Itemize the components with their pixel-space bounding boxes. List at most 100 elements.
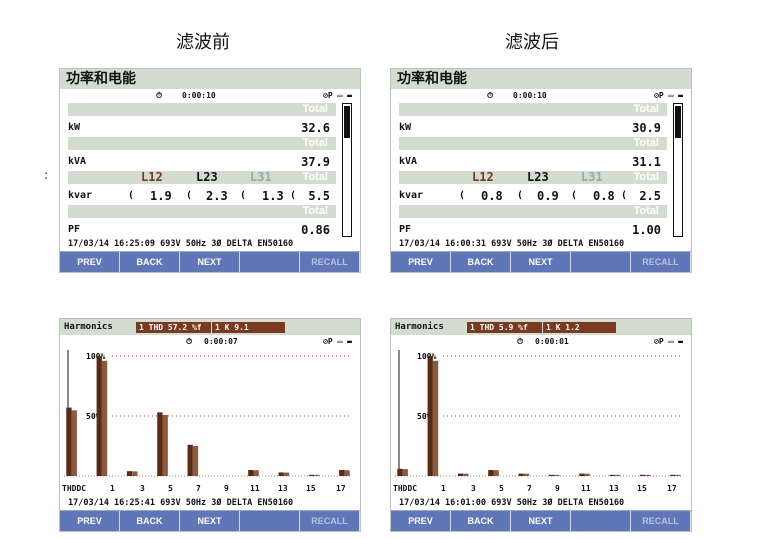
blank-softkey[interactable] (240, 252, 300, 272)
harmonic-bar (248, 470, 254, 476)
stopwatch-icon: ⏱ (186, 337, 193, 346)
stopwatch-icon: ⏱ (156, 91, 163, 100)
elapsed-time: 0:00:07 (204, 337, 238, 346)
next-button[interactable]: NEXT (511, 511, 571, 531)
footer-status: 17/03/14 16:00:31 693V 50Hz 3Ø DELTA EN5… (399, 239, 625, 249)
harmonics-chart: 100% 50% (391, 348, 691, 484)
power-grid: Total kW 32.6 Total kVA 37.9 L12 L23 L31… (68, 103, 336, 237)
harmonics-x-axis: THDDC 1 3 5 7 9 11 13 15 17 (391, 484, 691, 496)
kvar-l12: 1.9 (150, 189, 172, 203)
harmonic-bar-shadow (584, 473, 590, 476)
row-value: 37.9 (301, 155, 330, 169)
x-tick-label: 9 (555, 484, 560, 493)
harmonics-panel-before: Harmonics 1 THD 57.2 %f 1 K 9.1 ⏱ 0:00:0… (59, 318, 361, 532)
back-button[interactable]: BACK (120, 252, 180, 272)
kvar-total: 5.5 (308, 189, 330, 203)
prev-button[interactable]: PREV (391, 511, 451, 531)
harmonic-bar-shadow (162, 414, 168, 476)
blank-softkey[interactable] (571, 252, 631, 272)
stopwatch-icon: ⏱ (487, 91, 494, 100)
status-icons: ⊘P ▭ ▬ (323, 337, 352, 346)
elapsed-time: 0:00:10 (182, 91, 216, 100)
harmonic-bar (670, 474, 676, 476)
blank-softkey[interactable] (240, 511, 300, 531)
row-value: 0.86 (301, 223, 330, 237)
harmonic-bar (639, 474, 646, 476)
footer-status: 17/03/14 16:25:41 693V 50Hz 3Ø DELTA EN5… (68, 498, 294, 508)
recall-button[interactable]: RECALL (631, 252, 691, 272)
row-kva: kVA 31.1 (399, 151, 667, 171)
row-kw: kW 32.6 (68, 117, 336, 137)
harmonics-chart: 100% 50% (60, 348, 360, 484)
next-button[interactable]: NEXT (180, 511, 240, 531)
phase-l23: L23 (527, 170, 549, 184)
power-panel-before: 功率和电能 ⏱ 0:00:10 ⊘P ▭ ▬ Total kW 32.6 Tot… (59, 68, 361, 273)
x-tick-label: 3 (140, 484, 145, 493)
harmonics-chart-svg: 100% 50% (395, 350, 683, 477)
blank-softkey[interactable] (571, 511, 631, 531)
harmonic-bar-shadow (523, 473, 530, 476)
scrollbar[interactable] (673, 103, 683, 237)
row-pf: PF 0.86 (68, 219, 336, 239)
phase-l31: L31 (581, 170, 603, 184)
kvar-l23: 2.3 (206, 189, 228, 203)
harmonic-bar-shadow (314, 474, 320, 476)
x-tick-label: 15 (306, 484, 316, 493)
row-label: PF (68, 224, 81, 235)
harmonic-bar-shadow (493, 470, 499, 476)
prev-button[interactable]: PREV (60, 252, 120, 272)
x-tick-label: 11 (581, 484, 591, 493)
x-tick-label: THDDC (62, 484, 87, 493)
harmonic-bar-shadow (554, 474, 560, 476)
harmonic-bar-shadow (675, 474, 681, 476)
scrollbar[interactable] (342, 103, 352, 237)
harmonics-panel-after: Harmonics 1 THD 5.9 %f 1 K 1.2 ⏱ 0:00:01… (390, 318, 692, 532)
harmonic-bar-shadow (463, 473, 469, 476)
next-button[interactable]: NEXT (511, 252, 571, 272)
panel-title: Harmonics (64, 322, 113, 332)
harmonic-bar-shadow (132, 471, 138, 476)
recall-button[interactable]: RECALL (300, 511, 360, 531)
back-button[interactable]: BACK (451, 252, 511, 272)
panel-title: 功率和电能 (60, 69, 360, 89)
harmonic-bar (427, 356, 433, 476)
prev-button[interactable]: PREV (60, 511, 120, 531)
back-button[interactable]: BACK (120, 511, 180, 531)
status-bar: ⏱ 0:00:01 ⊘P ▭ ▬ (391, 335, 691, 348)
status-bar: ⏱ 0:00:10 ⊘P ▭ ▬ (60, 89, 360, 103)
total-header: Total (633, 171, 659, 183)
recall-button[interactable]: RECALL (300, 252, 360, 272)
status-icons: ⊘P ▭ ▬ (654, 91, 683, 100)
y-tick-label: 100% (417, 352, 436, 361)
harmonic-bar-shadow (614, 474, 621, 476)
row-kvar: kvar ( 0.8 ( 0.9 ( 0.8 ( 2.5 (399, 189, 661, 203)
softkey-bar: PREV BACK NEXT RECALL (60, 510, 360, 531)
y-tick-label: 50% (86, 412, 101, 421)
row-kvar: kvar ( 1.9 ( 2.3 ( 1.3 ( 5.5 (68, 189, 330, 203)
row-value: 31.1 (632, 155, 661, 169)
phase-l12: L12 (141, 170, 163, 184)
total-header: Total (633, 205, 659, 217)
harmonic-bar-shadow (101, 360, 108, 476)
scroll-thumb[interactable] (344, 106, 350, 138)
kvar-l23: 0.9 (537, 189, 559, 203)
row-value: 1.00 (632, 223, 661, 237)
prev-button[interactable]: PREV (391, 252, 451, 272)
x-tick-label: THDDC (393, 484, 418, 493)
back-button[interactable]: BACK (451, 511, 511, 531)
x-tick-label: 3 (471, 484, 476, 493)
harmonic-bar-shadow (432, 360, 439, 476)
harmonic-bar (157, 412, 163, 476)
x-tick-label: 7 (196, 484, 201, 493)
next-button[interactable]: NEXT (180, 252, 240, 272)
row-label: kW (68, 122, 81, 133)
recall-button[interactable]: RECALL (631, 511, 691, 531)
thd-readout: 1 THD 57.2 %f (136, 322, 211, 333)
status-icons: ⊘P ▭ ▬ (654, 337, 683, 346)
kvar-l12: 0.8 (481, 189, 503, 203)
row-label: kW (399, 122, 412, 133)
power-grid: Total kW 30.9 Total kVA 31.1 L12 L23 L31… (399, 103, 667, 237)
scroll-thumb[interactable] (675, 106, 681, 138)
power-panel-after: 功率和电能 ⏱ 0:00:10 ⊘P ▭ ▬ Total kW 30.9 Tot… (390, 68, 692, 273)
k-factor-readout: 1 K 9.1 (212, 322, 285, 333)
